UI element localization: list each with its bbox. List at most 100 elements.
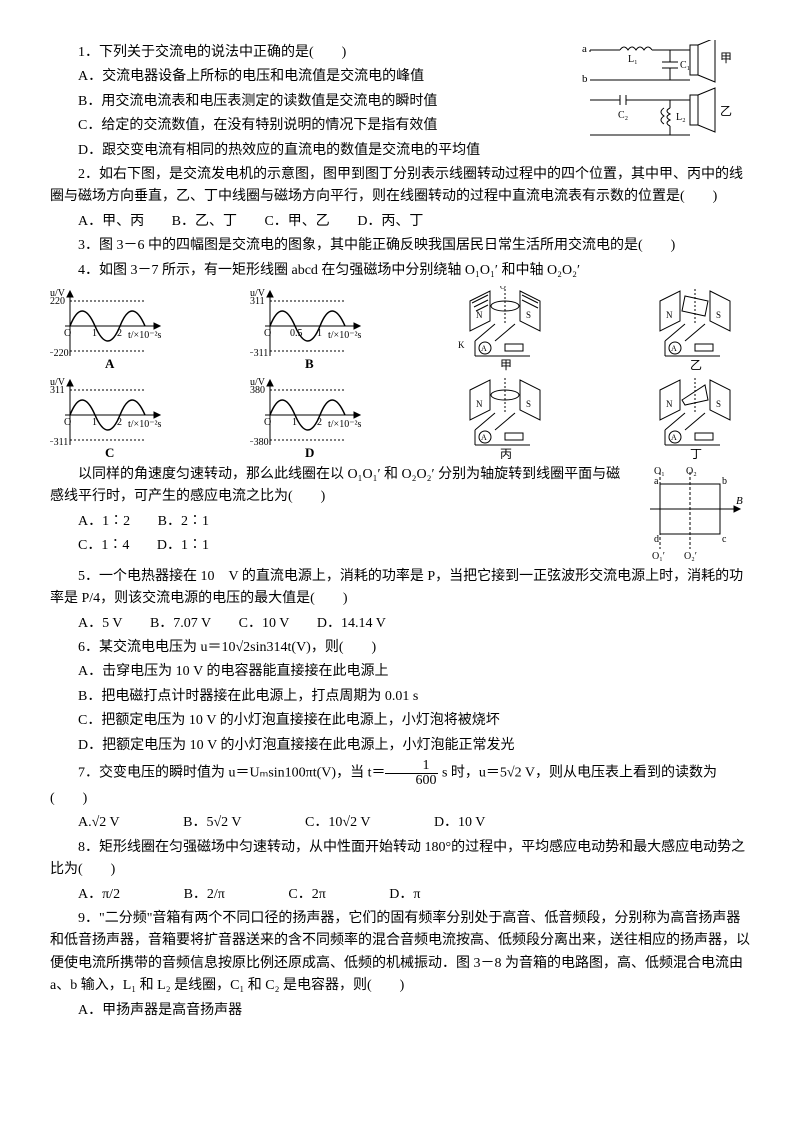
q6-b: B．把电磁打点计时器接在此电源上，打点周期为 0.01 s <box>50 686 750 708</box>
q6-a: A．击穿电压为 10 V 的电容器能直接接在此电源上 <box>50 661 750 683</box>
svg-text:t/×10⁻²s: t/×10⁻²s <box>328 330 361 341</box>
generator-jia: N S O A K 甲 <box>450 286 560 371</box>
svg-text:N: N <box>666 310 673 320</box>
svg-text:O: O <box>64 328 71 339</box>
q7-frac-den: 600 <box>385 774 438 788</box>
q5-d: D．14.14 V <box>317 616 386 631</box>
q6-stem: 6．某交流电电压为 u＝10√2sin314t(V)，则( ) <box>50 637 750 659</box>
figure-row-2: u/V 311 −311 O 1 2 t/×10⁻²s C u/V 380 −3… <box>50 375 750 460</box>
label-c2: C₂ <box>618 110 628 121</box>
generator-ding: N S A 丁 <box>640 375 750 460</box>
svg-text:O: O <box>264 328 271 339</box>
svg-text:t/×10⁻²s: t/×10⁻²s <box>128 419 161 430</box>
q8-b: B．2/π <box>184 887 225 902</box>
q7-stem: 7．交变电压的瞬时值为 u＝Uₘsin100πt(V)，当 t＝ 1 600 s… <box>50 759 750 810</box>
svg-text:B: B <box>305 356 314 371</box>
svg-text:−311: −311 <box>250 348 268 359</box>
q2-opts: A．甲、丙 B．乙、丁 C．甲、乙 D．丙、丁 <box>50 211 750 233</box>
svg-text:1: 1 <box>317 328 322 339</box>
svg-text:−311: −311 <box>50 437 68 448</box>
svg-text:C: C <box>105 445 114 460</box>
svg-text:A: A <box>105 356 115 371</box>
q4-b: B．2∶1 <box>158 514 209 529</box>
svg-text:t/×10⁻²s: t/×10⁻²s <box>328 419 361 430</box>
svg-text:2: 2 <box>117 328 122 339</box>
svg-text:1: 1 <box>292 417 297 428</box>
svg-text:380: 380 <box>250 385 265 396</box>
svg-text:2: 2 <box>117 417 122 428</box>
q7-opts: A.√2 V B．5√2 V C．10√2 V D．10 V <box>50 812 750 834</box>
svg-text:O₁′: O₁′ <box>652 551 665 562</box>
coil-figure: O₁ O₂ O₁′ O₂′ a b c d B <box>640 464 750 564</box>
svg-text:N: N <box>476 310 483 320</box>
label-c1: C₁ <box>680 60 690 71</box>
svg-text:A: A <box>481 433 487 442</box>
label-yi: 乙 <box>720 104 732 118</box>
svg-text:t/×10⁻²s: t/×10⁻²s <box>128 330 161 341</box>
svg-text:N: N <box>476 399 483 409</box>
q7-c: C．10√2 V <box>305 815 370 830</box>
generator-bing: N S A 丙 <box>450 375 560 460</box>
svg-text:S: S <box>716 310 721 320</box>
q4-a: A．1∶2 <box>78 514 130 529</box>
svg-text:311: 311 <box>50 385 65 396</box>
svg-text:O: O <box>500 286 506 291</box>
chart-a: u/V 220 −220 O 1 2 t/×10⁻²s A <box>50 286 170 371</box>
q8-d: D．π <box>389 887 420 902</box>
svg-text:丙: 丙 <box>500 447 512 460</box>
svg-text:−380: −380 <box>250 437 269 448</box>
svg-text:B: B <box>736 495 743 507</box>
chart-d: u/V 380 −380 O 1 2 t/×10⁻²s D <box>250 375 370 460</box>
svg-text:1: 1 <box>92 417 97 428</box>
svg-text:O₂: O₂ <box>686 466 697 477</box>
label-jia: 甲 <box>720 51 732 65</box>
q6-d: D．把额定电压为 10 V 的小灯泡直接接在此电源上，小灯泡能正常发光 <box>50 735 750 757</box>
svg-text:A: A <box>671 344 677 353</box>
q9-a: A．甲扬声器是高音扬声器 <box>50 1000 750 1022</box>
svg-text:D: D <box>305 445 314 460</box>
q9-stem: 9．"二分频"音箱有两个不同口径的扬声器，它们的固有频率分别处于高音、低音频段，… <box>50 908 750 998</box>
svg-text:a: a <box>654 476 659 487</box>
q5-stem: 5．一个电热器接在 10 V 的直流电源上，消耗的功率是 P，当把它接到一正弦波… <box>50 566 750 611</box>
label-a: a <box>582 43 587 55</box>
q5-a: A．5 V <box>78 616 122 631</box>
q3-stem: 3．图 3－6 中的四幅图是交流电的图象，其中能正确反映我国居民日常生活所用交流… <box>50 235 750 257</box>
q2-b: B．乙、丁 <box>172 214 237 229</box>
q8-c: C．2π <box>288 887 325 902</box>
q5-b: B．7.07 V <box>150 616 211 631</box>
q4-c: C．1∶4 <box>78 538 129 553</box>
svg-text:2: 2 <box>317 417 322 428</box>
svg-text:1: 1 <box>92 328 97 339</box>
q7-b: B．5√2 V <box>183 815 241 830</box>
circuit-figure: a L₁ C₁ 甲 b C₂ L₂ 乙 <box>580 40 750 150</box>
svg-text:A: A <box>481 344 487 353</box>
figure-row-1: u/V 220 −220 O 1 2 t/×10⁻²s A u/V 311 −3… <box>50 286 750 371</box>
q8-stem: 8．矩形线圈在匀强磁场中匀速转动，从中性面开始转动 180°的过程中，平均感应电… <box>50 837 750 882</box>
svg-text:丁: 丁 <box>690 447 702 460</box>
svg-text:b: b <box>722 476 727 487</box>
q2-a: A．甲、丙 <box>78 214 144 229</box>
q4-stem1: 4．如图 3－7 所示，有一矩形线圈 abcd 在匀强磁场中分别绕轴 O₁O₁′… <box>50 260 750 282</box>
svg-text:d: d <box>654 534 659 545</box>
q8-a: A．π/2 <box>78 887 120 902</box>
svg-text:c: c <box>722 534 727 545</box>
label-l1: L₁ <box>628 54 638 65</box>
svg-text:A: A <box>671 433 677 442</box>
svg-text:S: S <box>526 310 531 320</box>
q2-stem: 2．如右下图，是交流发电机的示意图，图甲到图丁分别表示线圈转动过程中的四个位置，… <box>50 164 750 209</box>
svg-text:220: 220 <box>50 296 65 307</box>
q7-d: D．10 V <box>434 815 485 830</box>
svg-text:O: O <box>64 417 71 428</box>
generator-yi: N S A 乙 <box>640 286 750 371</box>
svg-text:S: S <box>716 399 721 409</box>
svg-text:甲: 甲 <box>500 358 512 371</box>
label-b: b <box>582 73 588 85</box>
svg-text:S: S <box>526 399 531 409</box>
svg-text:K: K <box>458 340 465 350</box>
svg-text:乙: 乙 <box>690 358 702 371</box>
svg-text:0.5: 0.5 <box>290 328 303 339</box>
q6-c: C．把额定电压为 10 V 的小灯泡直接接在此电源上，小灯泡将被烧坏 <box>50 710 750 732</box>
q2-d: D．丙、丁 <box>357 214 423 229</box>
label-l2: L₂ <box>676 112 686 123</box>
q5-opts: A．5 V B．7.07 V C．10 V D．14.14 V <box>50 613 750 635</box>
